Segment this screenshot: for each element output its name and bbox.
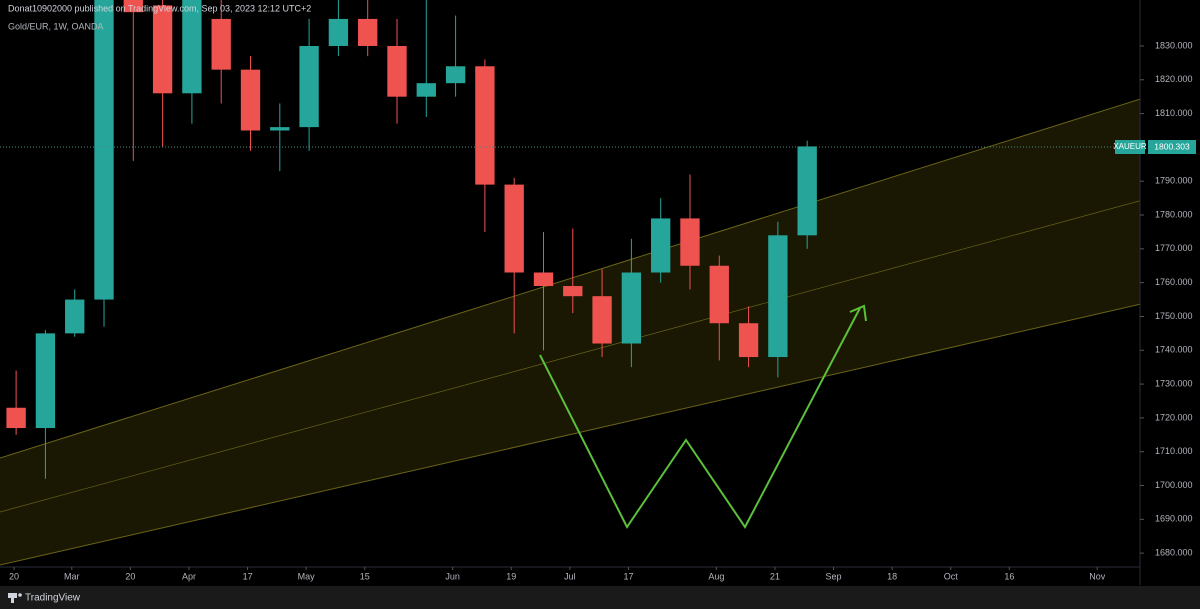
- channel-mid: [0, 200, 1140, 513]
- x-tick-label: Nov: [1089, 571, 1106, 581]
- logo: [8, 593, 22, 603]
- candle-body: [240, 69, 261, 131]
- candle-body: [152, 5, 173, 94]
- y-tick-label: 1790.000: [1155, 176, 1193, 186]
- candle-body: [328, 18, 349, 46]
- candle-body: [738, 323, 759, 358]
- x-tick-label: Oct: [944, 571, 959, 581]
- x-tick-label: 15: [360, 571, 370, 581]
- x-tick-label: Jul: [564, 571, 576, 581]
- candle-body: [680, 218, 700, 266]
- footer-brand: TradingView: [25, 593, 81, 604]
- y-tick-label: 1690.000: [1155, 514, 1193, 524]
- y-tick-label: 1740.000: [1155, 345, 1193, 355]
- x-tick-label: Aug: [708, 571, 724, 581]
- candle-body: [6, 407, 26, 429]
- candle-body: [211, 18, 231, 70]
- x-tick-label: 18: [887, 571, 897, 581]
- candle-body: [416, 83, 436, 97]
- candle-body: [533, 272, 554, 287]
- logo-mark: [11, 593, 14, 603]
- w-arrowhead: [849, 304, 867, 322]
- x-tick-label: May: [298, 571, 316, 581]
- candle-body: [621, 272, 642, 344]
- candle-body: [94, 0, 114, 300]
- candle-body: [504, 184, 524, 273]
- x-tick-label: 16: [1004, 571, 1014, 581]
- y-tick-label: 1700.000: [1155, 480, 1193, 490]
- channel: [0, 98, 1140, 566]
- y-tick-label: 1780.000: [1155, 209, 1193, 219]
- y-tick-label: 1750.000: [1155, 311, 1193, 321]
- y-tick-label: 1830.000: [1155, 40, 1193, 50]
- price-tag-bg: [1148, 140, 1196, 154]
- candle-body: [797, 146, 817, 236]
- x-tick-label: 19: [506, 571, 516, 581]
- legend-title: Gold/EUR, 1W, OANDA: [8, 21, 104, 31]
- candle-body: [768, 235, 788, 358]
- logo-mark: [18, 593, 22, 597]
- x-tick-label: Apr: [182, 571, 196, 581]
- header: Donat10902000 published on TradingView.c…: [8, 3, 311, 13]
- symbol-tag: XAUEUR: [1113, 142, 1147, 151]
- channel-upper: [0, 98, 1140, 459]
- candle-body: [182, 0, 202, 94]
- candle-body: [358, 18, 378, 46]
- y-tick-label: 1820.000: [1155, 74, 1193, 84]
- candle-body: [123, 0, 143, 13]
- y-tick-label: 1760.000: [1155, 277, 1193, 287]
- x-tick-label: 21: [770, 571, 780, 581]
- y-tick-label: 1730.000: [1155, 378, 1193, 388]
- candle-body: [445, 66, 466, 84]
- x-tick-label: 17: [623, 571, 633, 581]
- x-tick-label: 20: [9, 571, 19, 581]
- candle-body: [270, 127, 290, 131]
- candle-body: [299, 45, 319, 128]
- channel-lower: [0, 303, 1140, 566]
- x-tick-label: Sep: [826, 571, 842, 581]
- candle-body: [563, 286, 583, 297]
- y-tick-label: 1720.000: [1155, 412, 1193, 422]
- time-axis: 20 Mar 20 Apr 17 May 15 Jun 19 Jul 17 Aug 21 Sep 18 Oct…: [9, 567, 1106, 581]
- w-pattern: [539, 304, 867, 529]
- y-tick-label: 1810.000: [1155, 108, 1193, 118]
- candle-body: [651, 218, 671, 273]
- footer-bar: [0, 586, 1200, 609]
- x-tick-label: 20: [125, 571, 135, 581]
- y-tick-label: 1770.000: [1155, 243, 1193, 253]
- channel-fill: [0, 99, 1140, 565]
- symbol-tag-bg: [1115, 140, 1145, 154]
- x-tick-label: Mar: [64, 571, 80, 581]
- price-tag: 1800.303: [1154, 141, 1190, 151]
- x-tick-label: Jun: [445, 571, 460, 581]
- x-tick-label: 17: [243, 571, 253, 581]
- candle-body: [709, 265, 729, 324]
- candle-body: [592, 296, 612, 344]
- candle-body: [475, 66, 495, 185]
- candle-body: [35, 333, 56, 429]
- candles: [6, 0, 817, 479]
- candle-body: [65, 299, 85, 334]
- y-tick-label: 1710.000: [1155, 446, 1193, 456]
- w-line: [539, 307, 861, 529]
- y-tick-label: 1680.000: [1155, 548, 1193, 558]
- candle-body: [387, 45, 407, 97]
